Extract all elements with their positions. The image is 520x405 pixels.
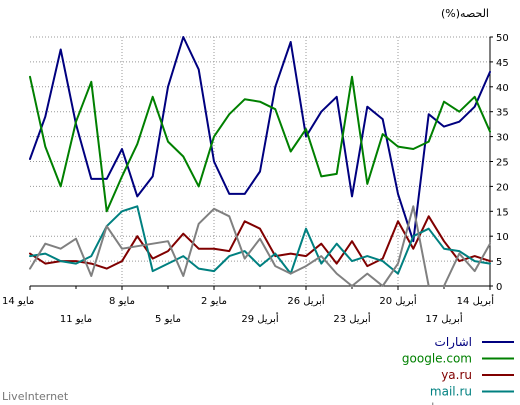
series-line-4 — [29, 205, 491, 287]
y-tick-label: 15 — [496, 207, 509, 218]
y-tick-label: 45 — [496, 58, 509, 69]
y-tick-label: 25 — [496, 158, 509, 169]
legend-label: google.com — [402, 352, 472, 366]
x-tick-label: 5 مايو — [155, 314, 181, 325]
legend-label: اشارات — [435, 335, 472, 350]
y-tick-label: 30 — [496, 133, 509, 144]
legend-label: mail.ru — [430, 385, 472, 399]
x-tick-label: 26 أبريل — [287, 294, 325, 307]
series-line-1 — [29, 75, 491, 213]
y-tick-label: 40 — [496, 83, 509, 94]
series-line-0 — [29, 36, 491, 243]
y-tick-label: 20 — [496, 182, 509, 193]
tick-labels: 0 5 10 15 20 25 30 35 40 45 50 14 مايو 8 مايو 2 مايو 2… — [2, 33, 509, 325]
x-tick-label: 29 أبريل — [241, 312, 279, 325]
y-tick-label: 35 — [496, 108, 509, 119]
y-tick-label: 5 — [496, 257, 502, 268]
y-tick-label: 0 — [496, 282, 502, 293]
x-tick-label: 8 مايو — [109, 296, 135, 307]
series-line-2 — [29, 215, 491, 270]
y-tick-label: 50 — [496, 33, 509, 44]
grid — [30, 36, 490, 286]
x-tick-label: 23 أبريل — [333, 312, 371, 325]
x-tick-label: 20 أبريل — [379, 294, 417, 307]
plot-lines — [29, 36, 491, 287]
x-tick-label: 11 مايو — [60, 314, 92, 325]
legend-label: ya.ru — [441, 368, 472, 382]
brand-label: LiveInternet — [2, 390, 69, 403]
x-tick-label: 2 مايو — [201, 296, 227, 307]
x-tick-label: 14 مايو — [2, 296, 34, 307]
legend-label: dzen.ru — [427, 401, 472, 405]
x-tick-label: 17 أبريل — [425, 312, 463, 325]
x-tick-label: 14 أبريل — [457, 294, 495, 307]
y-tick-label: 10 — [496, 232, 509, 243]
legend: اشارات google.com ya.ru mail.ru dzen.ru — [402, 335, 514, 405]
y-axis-title: (%)الحصه — [441, 7, 489, 20]
